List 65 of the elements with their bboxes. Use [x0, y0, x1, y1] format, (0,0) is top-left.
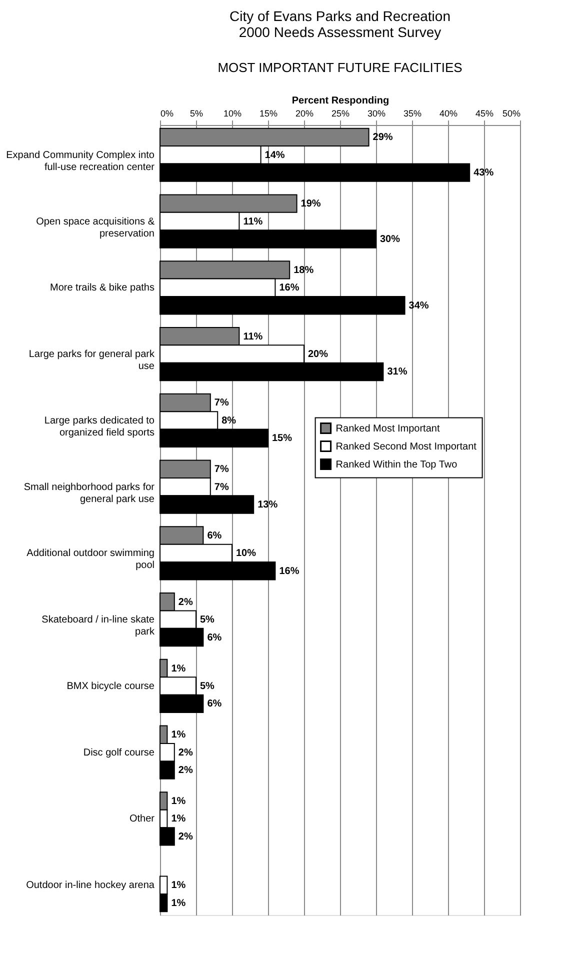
- data-label: 13%: [258, 500, 278, 511]
- data-label: 18%: [294, 264, 314, 276]
- data-label: 20%: [308, 349, 328, 360]
- data-label: 6%: [207, 632, 222, 644]
- data-label: 2%: [178, 596, 193, 608]
- data-label: 19%: [300, 198, 321, 210]
- y-tick-label: Additional outdoor swimming pool: [26, 548, 154, 572]
- data-label: 1%: [171, 730, 186, 741]
- y-tick-label: Small neighborhood parks for general park use: [24, 482, 156, 505]
- data-label: 2%: [178, 747, 193, 758]
- data-label: 16%: [279, 566, 300, 577]
- data-label: 11%: [243, 216, 263, 228]
- y-tick-label: BMX bicycle course: [66, 680, 155, 692]
- x-tick-label: 50%: [502, 108, 520, 118]
- text: City of Evans Parks and Recreation: [230, 8, 450, 24]
- data-label: 7%: [214, 464, 229, 476]
- text: 2000 Needs Assessment Survey: [238, 24, 442, 40]
- x-tick-label: 30%: [367, 108, 386, 118]
- data-label: 1%: [171, 663, 186, 674]
- data-label: 29%: [372, 132, 393, 144]
- x-tick-label: 20%: [295, 108, 314, 118]
- x-tick-label: 35%: [403, 108, 422, 118]
- y-tick-label: Other: [129, 814, 156, 825]
- legend-label: Ranked Second Most Important: [336, 441, 477, 452]
- x-tick-label: 15%: [259, 108, 278, 118]
- y-tick-label: Large parks for general park use: [28, 349, 156, 372]
- data-label: 30%: [380, 234, 400, 245]
- x-tick-label: 40%: [439, 108, 458, 118]
- legend-label: Ranked Most Important: [336, 423, 440, 434]
- data-label: 43%: [474, 168, 494, 179]
- y-tick-label: Large parks dedicated to organized field sports: [44, 415, 155, 438]
- data-label: 5%: [200, 680, 215, 692]
- data-label: 8%: [222, 415, 236, 426]
- data-label: 15%: [272, 433, 292, 444]
- y-tick-label: Expand Community Complex into full-use recreation center: [6, 150, 156, 173]
- y-tick-label: Outdoor in-line hockey arena: [26, 880, 155, 892]
- y-tick-label: Open space acquisitions & preservation: [36, 216, 155, 240]
- x-tick-label: 5%: [190, 108, 204, 118]
- chart-subtitle: MOST IMPORTANT FUTURE FACILITIES: [218, 60, 463, 75]
- data-label: 34%: [408, 300, 429, 312]
- data-label: 2%: [178, 831, 193, 842]
- legend-label: Ranked Within the Top Two: [336, 459, 458, 470]
- y-tick-label: More trails & bike paths: [50, 282, 154, 294]
- data-label: 16%: [279, 282, 300, 294]
- data-label: 2%: [178, 765, 193, 776]
- y-tick-label: Disc golf course: [83, 747, 155, 758]
- data-label: 10%: [236, 548, 256, 560]
- x-tick-label: 45%: [475, 108, 494, 118]
- data-label: 7%: [214, 482, 229, 493]
- data-label: 14%: [264, 150, 285, 161]
- data-label: 1%: [171, 880, 186, 892]
- x-tick-label: 10%: [223, 108, 242, 118]
- data-label: 31%: [387, 366, 408, 378]
- data-label: 5%: [200, 614, 215, 626]
- data-label: 11%: [243, 331, 263, 342]
- data-label: 1%: [171, 796, 186, 808]
- data-label: 6%: [207, 698, 222, 710]
- data-label: 7%: [214, 398, 229, 409]
- x-tick-label: 0%: [160, 108, 174, 118]
- data-label: 1%: [171, 898, 186, 909]
- x-tick-label: 25%: [331, 108, 350, 118]
- x-axis-title: Percent Responding: [292, 96, 390, 106]
- data-label: 6%: [207, 530, 222, 542]
- data-label: 1%: [171, 814, 186, 825]
- y-tick-label: Skateboard / in-line skate park: [42, 614, 156, 638]
